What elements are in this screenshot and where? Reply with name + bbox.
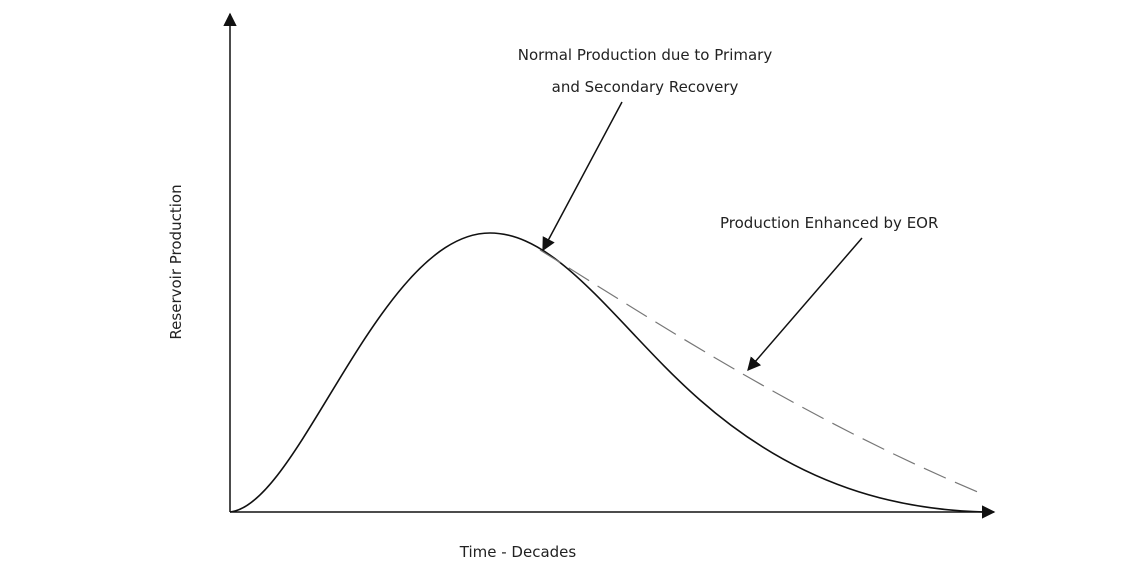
y-axis-label: Reservoir Production	[167, 184, 185, 339]
annotation: and Secondary Recovery	[552, 78, 739, 96]
eor-curve	[539, 249, 986, 496]
arrow	[542, 101, 623, 252]
production-curve	[229, 232, 986, 513]
x-axis-label: Time - Decades	[459, 543, 577, 561]
annotation: Normal Production due to Primary	[518, 46, 773, 64]
annotation: Production Enhanced by EOR	[720, 214, 938, 232]
arrow	[747, 237, 863, 372]
